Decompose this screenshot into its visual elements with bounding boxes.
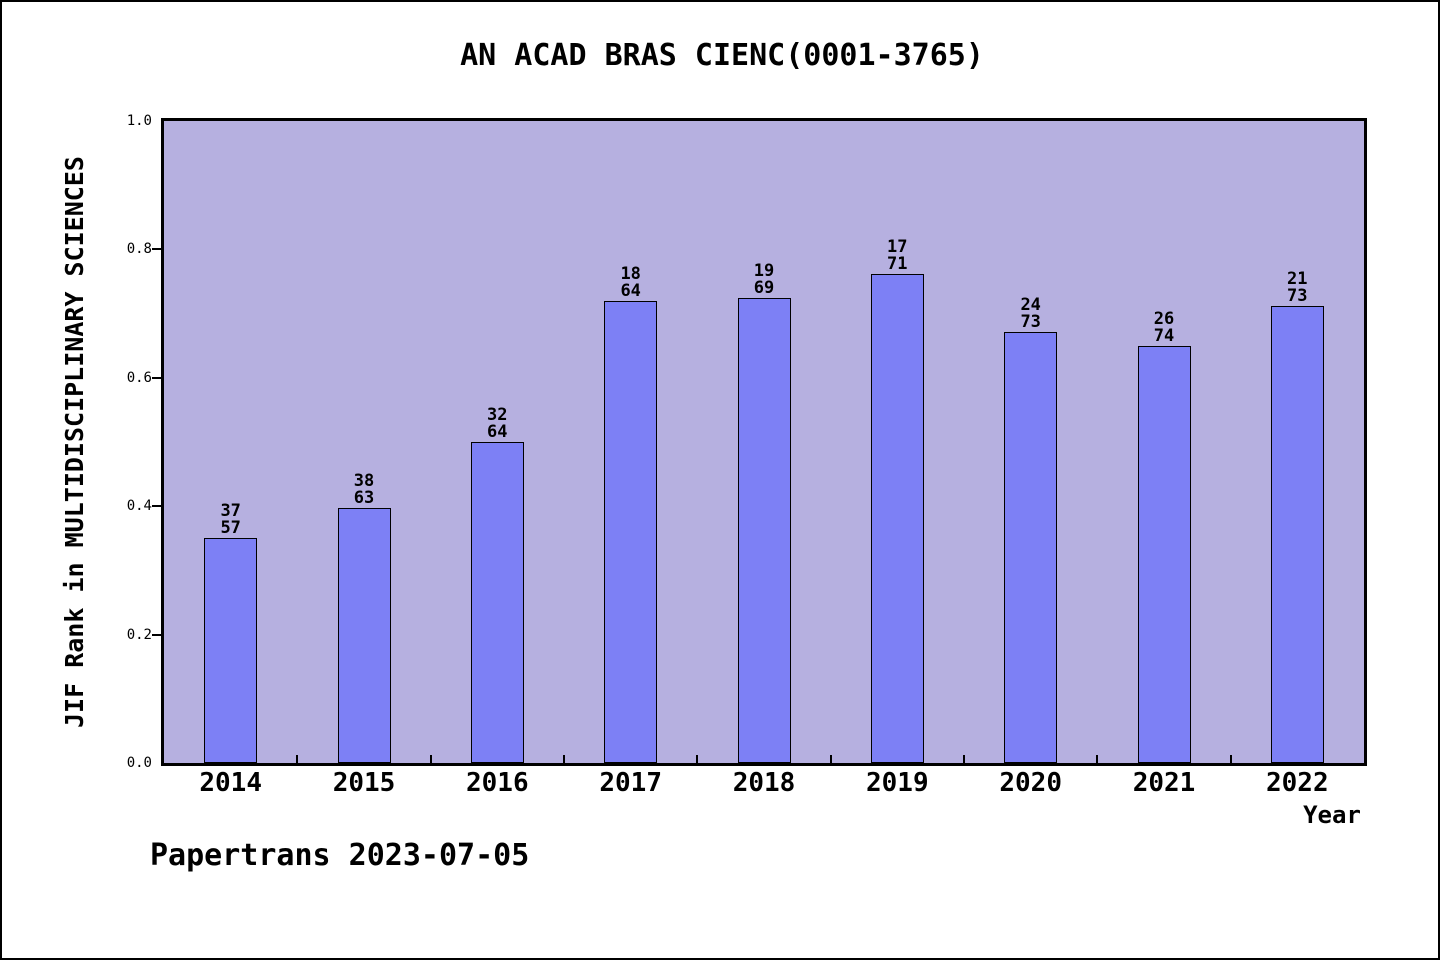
bar-rank-value: 26 <box>1153 309 1175 329</box>
bar-value-label: 19 69 <box>724 263 804 297</box>
bar-total-value: 73 <box>1287 286 1308 306</box>
bar-value-label: 26 74 <box>1124 311 1204 345</box>
bar-value-label: 21 73 <box>1257 271 1337 305</box>
chart-title: AN ACAD BRAS CIENC(0001-3765) <box>460 38 984 73</box>
bar-value-label: 32 64 <box>457 407 537 441</box>
y-tick-label: 0.4 <box>126 498 152 515</box>
bar-total-value: 69 <box>753 278 775 298</box>
bar-2021 <box>1137 346 1191 763</box>
x-tick-label: 2014 <box>199 768 262 798</box>
bar-2022 <box>1270 306 1324 763</box>
bar-2018 <box>737 298 791 763</box>
bar-rank-value: 18 <box>620 264 641 284</box>
bar-total-value: 57 <box>220 518 241 538</box>
bar-total-value: 64 <box>620 281 641 301</box>
bar-2017 <box>604 301 658 763</box>
bar-2020 <box>1004 332 1058 763</box>
y-tick-mark <box>152 633 161 636</box>
y-tick-mark <box>152 505 161 508</box>
bar-total-value: 71 <box>887 254 908 274</box>
bar-value-label: 37 57 <box>191 503 271 537</box>
x-tick-label: 2020 <box>999 768 1062 798</box>
y-axis-title: JIF Rank in MULTIDISCIPLINARY SCIENCES <box>60 156 89 728</box>
bar-total-value: 63 <box>353 488 375 508</box>
y-tick-label: 0.8 <box>126 241 152 258</box>
bar-2019 <box>870 274 924 763</box>
x-tick-label: 2021 <box>1132 768 1196 798</box>
x-minor-tick <box>696 755 699 763</box>
y-tick-mark <box>152 248 161 251</box>
x-minor-tick <box>1229 755 1232 763</box>
y-tick-label: 0.0 <box>126 755 152 771</box>
x-tick-label: 2016 <box>465 768 529 798</box>
bar-rank-value: 32 <box>487 405 508 425</box>
bar-2016 <box>470 442 524 763</box>
x-minor-tick <box>963 755 965 763</box>
x-axis-title: Year <box>1303 801 1361 829</box>
y-tick-label: 0.6 <box>126 369 152 386</box>
y-tick-mark <box>152 376 161 379</box>
x-tick-label: 2017 <box>599 768 662 798</box>
bar-total-value: 64 <box>487 422 508 442</box>
bar-rank-value: 21 <box>1287 269 1308 289</box>
bar-total-value: 73 <box>1020 312 1041 332</box>
bar-rank-value: 38 <box>353 471 375 491</box>
bar-total-value: 74 <box>1153 326 1175 346</box>
y-tick-label: 1.0 <box>126 113 152 129</box>
bar-2015 <box>337 508 391 763</box>
bar-value-label: 24 73 <box>991 297 1071 331</box>
x-tick-label: 2018 <box>732 768 796 798</box>
x-minor-tick <box>563 755 565 763</box>
x-minor-tick <box>429 755 432 763</box>
plot-area: 37 57 38 63 32 64 18 64 19 69 17 71 24 73 26 74 21 73 <box>161 118 1367 766</box>
x-minor-tick <box>296 755 299 763</box>
y-tick-label: 0.2 <box>126 626 152 643</box>
x-minor-tick <box>829 755 832 763</box>
bar-rank-value: 17 <box>887 237 908 257</box>
x-tick-label: 2015 <box>332 768 396 798</box>
bar-rank-value: 19 <box>753 261 775 281</box>
bar-value-label: 18 64 <box>591 266 671 300</box>
watermark-text: Papertrans 2023-07-05 <box>150 838 530 873</box>
bar-2014 <box>204 538 258 763</box>
bar-value-label: 38 63 <box>324 473 404 507</box>
bar-rank-value: 24 <box>1020 295 1041 315</box>
x-minor-tick <box>1096 755 1099 763</box>
bar-rank-value: 37 <box>220 501 241 521</box>
bar-value-label: 17 71 <box>857 239 937 273</box>
x-tick-label: 2022 <box>1265 768 1329 798</box>
x-tick-label: 2019 <box>865 768 929 798</box>
